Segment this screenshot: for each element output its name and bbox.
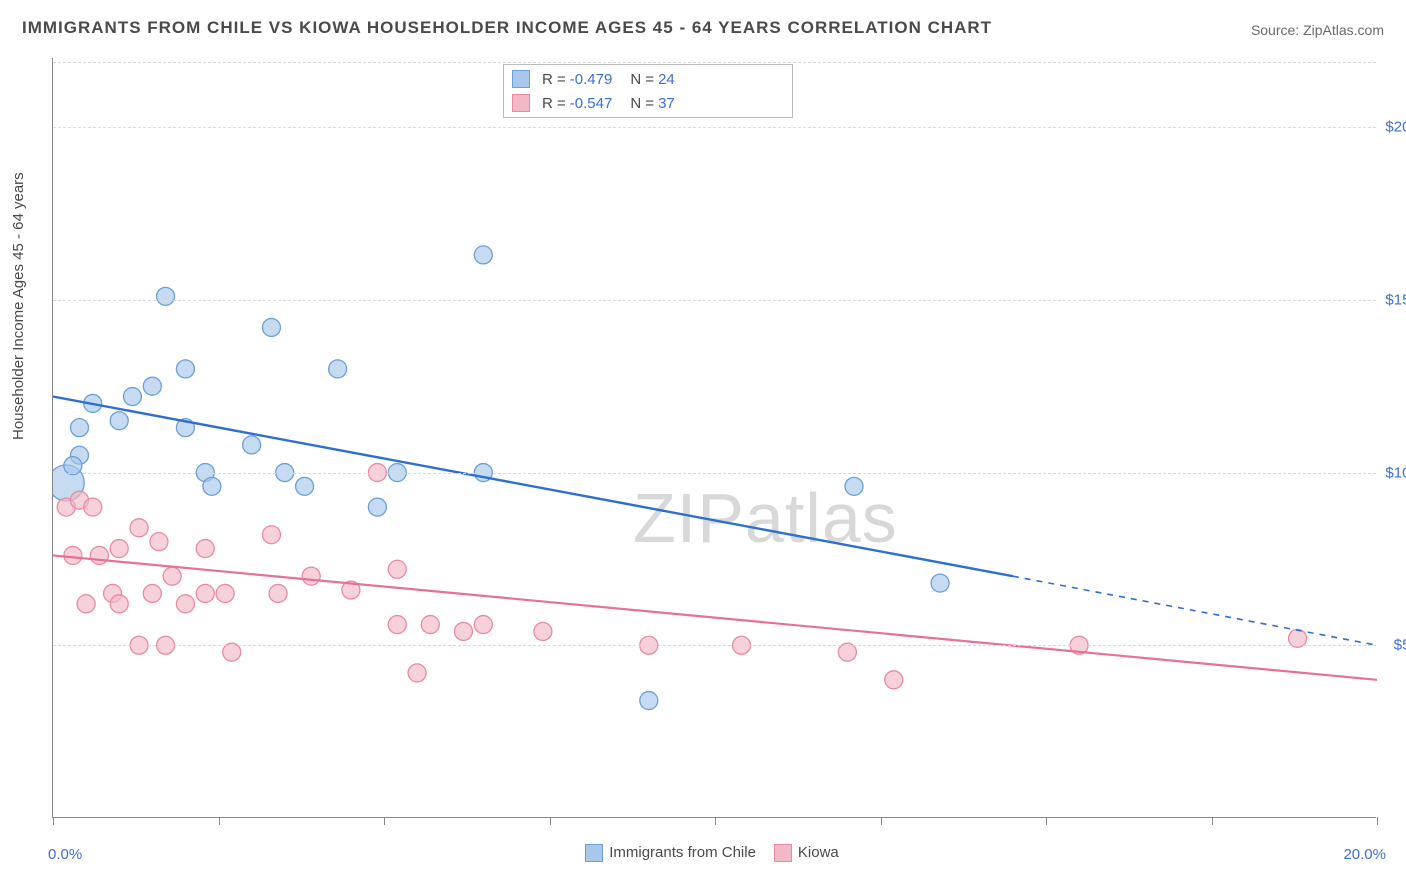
point-kiowa <box>388 560 406 578</box>
point-chile <box>157 287 175 305</box>
legend-label-chile: Immigrants from Chile <box>609 844 756 861</box>
y-tick-label: $50,000 <box>1394 637 1406 654</box>
y-tick-label: $200,000 <box>1385 119 1406 136</box>
gridline <box>53 645 1376 646</box>
point-kiowa <box>216 584 234 602</box>
legend-swatch-kiowa <box>774 844 792 862</box>
point-kiowa <box>388 616 406 634</box>
plot-area: R = -0.479N = 24R = -0.547N = 37 ZIPatla… <box>52 58 1376 818</box>
point-kiowa <box>196 584 214 602</box>
point-kiowa <box>130 519 148 537</box>
point-kiowa <box>110 540 128 558</box>
x-tick <box>219 817 220 825</box>
point-chile <box>845 477 863 495</box>
point-kiowa <box>150 533 168 551</box>
x-tick <box>1046 817 1047 825</box>
point-kiowa <box>77 595 95 613</box>
point-kiowa <box>474 616 492 634</box>
point-chile <box>262 318 280 336</box>
point-chile <box>243 436 261 454</box>
point-kiowa <box>143 584 161 602</box>
gridline <box>53 62 1376 63</box>
gridline <box>53 300 1376 301</box>
point-kiowa <box>64 546 82 564</box>
point-chile <box>329 360 347 378</box>
point-kiowa <box>408 664 426 682</box>
point-chile <box>931 574 949 592</box>
point-kiowa <box>176 595 194 613</box>
x-tick <box>881 817 882 825</box>
point-chile <box>123 388 141 406</box>
point-kiowa <box>90 546 108 564</box>
y-tick-label: $100,000 <box>1385 464 1406 481</box>
point-kiowa <box>269 584 287 602</box>
gridline <box>53 473 1376 474</box>
point-kiowa <box>885 671 903 689</box>
series-legend: Immigrants from Chile Kiowa <box>0 844 1406 862</box>
chart-svg <box>53 58 1377 818</box>
point-kiowa <box>421 616 439 634</box>
x-tick <box>715 817 716 825</box>
legend-label-kiowa: Kiowa <box>798 844 839 861</box>
point-chile <box>143 377 161 395</box>
point-chile <box>640 692 658 710</box>
point-chile <box>176 360 194 378</box>
point-chile <box>70 419 88 437</box>
point-kiowa <box>302 567 320 585</box>
point-chile <box>474 246 492 264</box>
point-kiowa <box>110 595 128 613</box>
x-tick <box>53 817 54 825</box>
y-tick-label: $150,000 <box>1385 291 1406 308</box>
x-tick <box>1377 817 1378 825</box>
source-label: Source: ZipAtlas.com <box>1251 22 1384 38</box>
point-chile <box>368 498 386 516</box>
gridline <box>53 127 1376 128</box>
legend-swatch-chile <box>585 844 603 862</box>
point-kiowa <box>534 622 552 640</box>
trendline-chile-extrapolated <box>1013 576 1377 645</box>
x-tick <box>384 817 385 825</box>
point-chile <box>110 412 128 430</box>
y-axis-label: Householder Income Ages 45 - 64 years <box>10 172 27 440</box>
point-kiowa <box>454 622 472 640</box>
point-kiowa <box>84 498 102 516</box>
x-tick <box>1212 817 1213 825</box>
point-kiowa <box>163 567 181 585</box>
point-kiowa <box>262 526 280 544</box>
chart-container: IMMIGRANTS FROM CHILE VS KIOWA HOUSEHOLD… <box>0 0 1406 892</box>
point-kiowa <box>196 540 214 558</box>
chart-title: IMMIGRANTS FROM CHILE VS KIOWA HOUSEHOLD… <box>22 18 992 38</box>
x-tick <box>550 817 551 825</box>
trendline-kiowa <box>53 555 1377 679</box>
point-chile <box>203 477 221 495</box>
point-chile <box>296 477 314 495</box>
